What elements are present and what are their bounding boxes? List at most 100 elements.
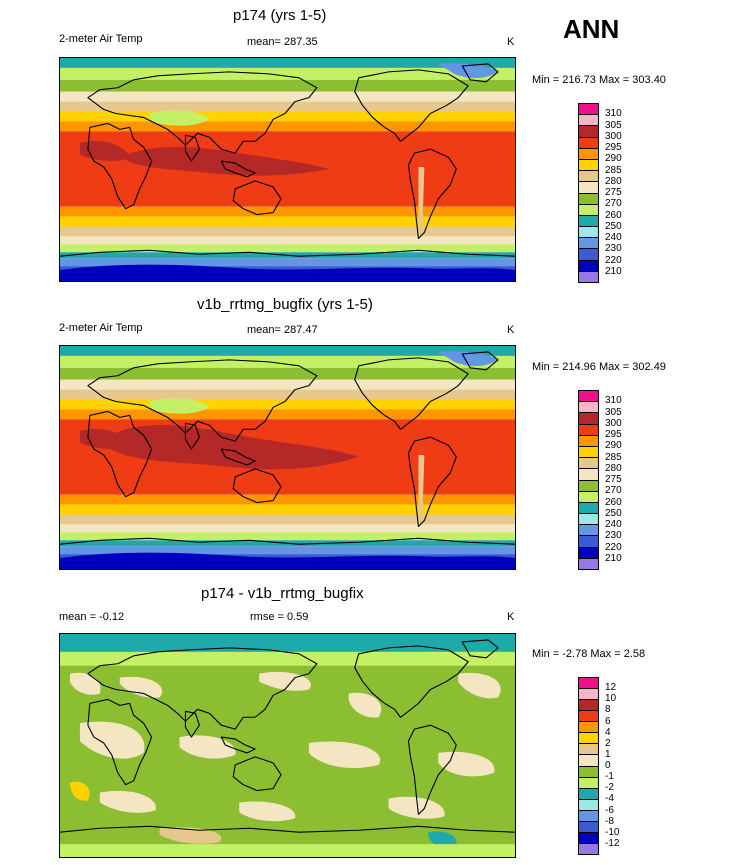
colorbar-swatch [579, 536, 598, 548]
temperature-band [60, 79, 515, 92]
temperature-band [60, 379, 515, 390]
colorbar-tick-label: 285 [605, 451, 622, 463]
colorbar-tick-label: 240 [605, 519, 622, 530]
andes-cool-strip [418, 167, 425, 229]
greenland-cold-region [438, 63, 499, 79]
panel1-mean: mean= 287.35 [247, 36, 318, 48]
colorbar-tick-label: 6 [605, 715, 611, 727]
difference-patch [69, 672, 101, 695]
coastline-path [407, 724, 457, 815]
colorbar-swatch [579, 799, 598, 811]
colorbar-swatch [579, 446, 598, 459]
coastlines [60, 351, 515, 545]
colorbar-tick-label: 210 [605, 552, 622, 564]
temperature-band [60, 236, 515, 245]
colorbar-swatch [579, 480, 598, 492]
temperature-band [60, 346, 515, 356]
colorbar-swatch [579, 821, 598, 833]
coastline-path [87, 698, 153, 786]
panel3-colorbar [578, 677, 599, 855]
colorbar-swatch [579, 722, 598, 734]
colorbar-tick-label: 305 [605, 119, 622, 131]
temperature-band [60, 504, 515, 515]
temperature-band [60, 532, 515, 541]
colorbar-swatch [579, 678, 598, 690]
colorbar-swatch [579, 171, 598, 183]
panel1-map-svg [60, 58, 515, 281]
difference-patch [239, 801, 296, 822]
tibet-cool-region [149, 110, 210, 126]
colorbar-tick-label: -8 [605, 815, 614, 827]
colorbar-swatch [579, 413, 598, 425]
colorbar-tick-label: 250 [605, 507, 622, 519]
colorbar-tick-label: 290 [605, 153, 622, 165]
temperature-band [60, 258, 515, 267]
panel1-units: K [507, 36, 515, 48]
coastline-path [87, 647, 318, 730]
coastline-path [407, 436, 457, 527]
panel1-variable: 2-meter Air Temp [59, 33, 143, 45]
difference-patch [388, 796, 445, 819]
colorbar-tick-label: 310 [605, 395, 622, 407]
colorbar-swatch [579, 193, 598, 205]
difference-patch [179, 735, 236, 759]
colorbar-swatch [579, 182, 598, 194]
colorbar-swatch [579, 148, 598, 160]
colorbar-tick-label: 300 [605, 417, 622, 429]
colorbar-swatch [579, 126, 598, 138]
tibet-cool-region [149, 398, 210, 414]
coastline-path [87, 122, 153, 210]
coastline-path [87, 359, 318, 442]
colorbar-tick-label: 12 [605, 682, 617, 694]
colorbar-swatch [579, 491, 598, 503]
high-lat-difference-band [60, 651, 515, 666]
panel2-minmax: Min = 214.96 Max = 302.49 [532, 361, 666, 373]
colorbar-tick-label: 290 [605, 440, 622, 452]
panel1-title: p174 (yrs 1-5) [233, 7, 327, 24]
temperature-band [60, 216, 515, 227]
difference-patch [79, 721, 145, 759]
antarctic-difference-band [60, 844, 515, 857]
warm-region-africa [79, 428, 130, 450]
difference-patch [458, 672, 501, 699]
temperature-band [60, 67, 515, 80]
temperature-band [60, 546, 515, 555]
colorbar-swatch [579, 558, 598, 569]
panel2-mean: mean= 287.47 [247, 324, 318, 336]
positive-difference-patch [69, 781, 90, 801]
colorbar-tick-label: 270 [605, 485, 622, 497]
colorbar-tick-label: 310 [605, 108, 622, 120]
colorbar-tick-label: 220 [605, 541, 622, 553]
coastline-path [354, 69, 469, 142]
difference-patch [119, 676, 163, 698]
temperature-band [60, 355, 515, 368]
coastline-path [60, 249, 515, 257]
temperature-band [60, 206, 515, 217]
season-label: ANN [563, 14, 620, 44]
colorbar-swatch [579, 458, 598, 470]
colorbar-tick-label: 0 [605, 760, 611, 771]
colorbar-swatch [579, 435, 598, 447]
difference-patch [348, 692, 382, 718]
colorbar-swatch [579, 238, 598, 250]
colorbar-swatch [579, 502, 598, 515]
panel3-minmax: Min = -2.78 Max = 2.58 [532, 648, 646, 660]
colorbar-tick-label: 305 [605, 406, 622, 418]
antarctic-cold-region [60, 552, 515, 569]
colorbar-tick-label: -2 [605, 782, 614, 794]
coastline-path [354, 645, 469, 718]
panel3-rmse: rmse = 0.59 [250, 611, 309, 623]
colorbar-swatch [579, 227, 598, 239]
panel2-map [59, 345, 516, 570]
colorbar-swatch [579, 788, 598, 800]
positive-difference-patch [159, 827, 222, 844]
temperature-band [60, 226, 515, 237]
colorbar-swatch [579, 215, 598, 228]
coastline-path [184, 710, 200, 738]
colorbar-swatch [579, 424, 598, 436]
difference-patch [99, 790, 156, 813]
coastline-path [461, 63, 499, 83]
coastline-path [60, 825, 515, 833]
colorbar-tick-label: 280 [605, 462, 622, 474]
colorbar-swatch [579, 777, 598, 789]
